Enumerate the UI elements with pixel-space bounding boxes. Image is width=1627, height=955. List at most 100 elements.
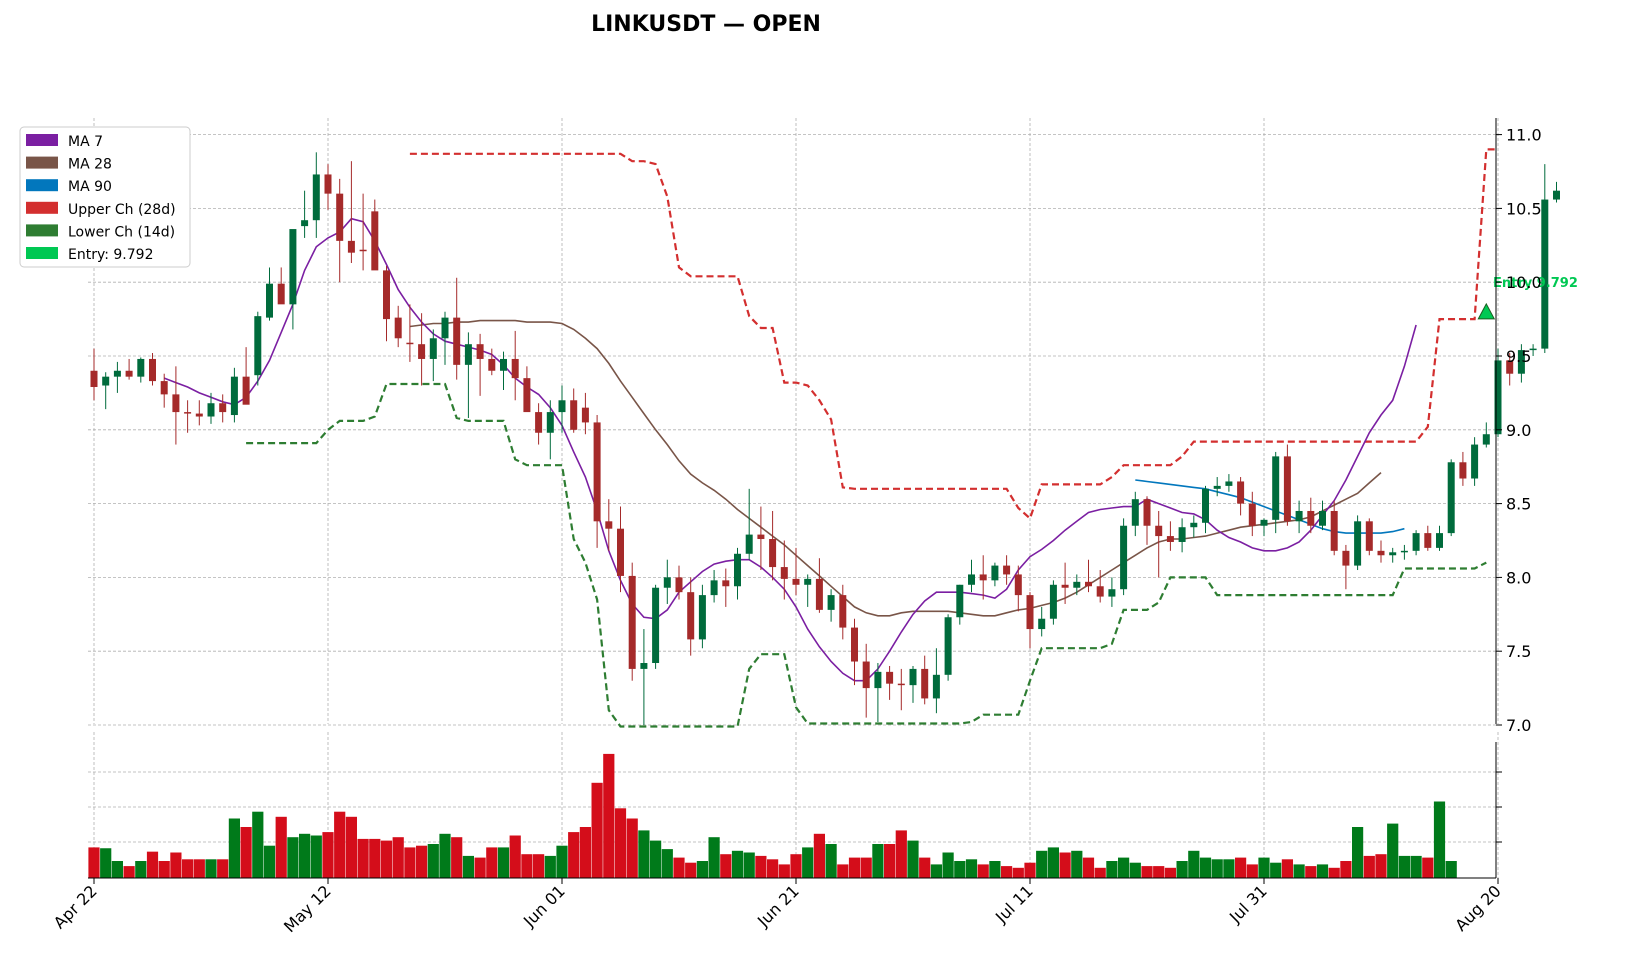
candle-body <box>418 344 426 359</box>
candle <box>792 547 800 596</box>
x-tick-label: Jun 21 <box>753 881 803 931</box>
candle <box>464 332 472 418</box>
candle <box>394 305 402 348</box>
candle-body <box>476 344 484 359</box>
candle-body <box>394 317 402 339</box>
candle <box>1061 562 1069 604</box>
volume-bar <box>146 851 159 878</box>
candle <box>184 400 192 433</box>
candle-body <box>991 565 999 581</box>
candle-body <box>441 317 449 339</box>
candle <box>1108 577 1116 607</box>
candle <box>476 333 484 396</box>
volume-bar <box>1445 861 1457 878</box>
volume-bar <box>135 861 147 878</box>
candle <box>675 565 683 600</box>
candle <box>90 348 98 401</box>
volume-bar <box>1199 857 1212 878</box>
candle-body <box>160 381 168 395</box>
candle <box>1225 474 1233 492</box>
volume-bar <box>731 850 744 878</box>
volume-bar <box>1024 862 1036 878</box>
volume-bar <box>1316 864 1329 878</box>
candle-body <box>1400 550 1408 553</box>
x-axis: Apr 22 May 12 Jun 01 Jun 21 Jul 11 Jul 31 Aug … <box>50 877 1505 936</box>
y-tick-label: 8.5 <box>1506 495 1531 514</box>
volume-bar <box>813 833 825 878</box>
candle <box>628 562 636 681</box>
candle-body <box>488 358 496 371</box>
candle-body <box>956 584 964 618</box>
candle <box>1038 606 1046 637</box>
volume-bar <box>1211 859 1223 878</box>
volume-bar <box>743 852 755 878</box>
candle-body <box>113 370 121 377</box>
candle <box>851 618 858 686</box>
candle <box>617 506 624 593</box>
volume-bar <box>1223 859 1235 878</box>
candle-body <box>757 534 765 540</box>
candle-body <box>1003 565 1011 575</box>
candle-body <box>1319 510 1326 526</box>
volume-bar <box>1422 857 1434 878</box>
volume-bar <box>942 852 954 878</box>
volume-bar <box>568 832 580 878</box>
legend-item: MA 28 <box>26 156 112 173</box>
candle <box>1389 547 1397 563</box>
candle <box>347 161 355 264</box>
candle-body <box>780 567 788 579</box>
candle <box>1307 497 1315 534</box>
volume-bar <box>544 855 556 878</box>
candle <box>652 584 660 669</box>
volume-bar <box>1258 857 1270 878</box>
volume-bar <box>790 854 802 878</box>
channel-lines <box>246 148 1498 728</box>
candle-body <box>1553 190 1560 200</box>
volume-bar <box>111 861 123 878</box>
volume-bar <box>930 864 942 878</box>
volume-bar <box>1141 866 1153 878</box>
candle-body <box>453 317 461 365</box>
volume-bar <box>1059 852 1071 878</box>
candle-body <box>1155 525 1163 537</box>
candle <box>1272 451 1280 534</box>
volume-bar <box>1398 855 1410 878</box>
candle <box>862 643 870 718</box>
volume-bar <box>872 844 884 878</box>
candle-body <box>1131 499 1139 526</box>
volume-bar <box>825 844 837 878</box>
candle <box>1400 544 1408 560</box>
candle <box>921 655 929 705</box>
legend-swatch <box>26 134 58 146</box>
candle <box>113 361 121 393</box>
candle-body <box>1354 521 1362 566</box>
volume-bar <box>708 837 720 878</box>
volume-bar <box>287 837 299 878</box>
volume-bar <box>1164 867 1176 878</box>
candle <box>581 392 589 435</box>
volume-bar <box>1047 847 1059 878</box>
candle-body <box>1143 499 1151 526</box>
candle-body <box>886 671 894 684</box>
volume-bar <box>521 854 533 878</box>
candle <box>172 366 180 445</box>
volume-bar <box>182 859 194 878</box>
volume-bar <box>205 859 217 878</box>
legend-label: MA 90 <box>68 179 112 195</box>
candle <box>1330 500 1338 556</box>
candle-body <box>1377 550 1385 556</box>
candle-body <box>1436 533 1443 548</box>
candle-body <box>90 370 98 387</box>
candle-body <box>535 412 543 433</box>
volume-bar <box>1270 862 1282 878</box>
legend-item: Entry: 9.792 <box>26 247 153 263</box>
candle <box>780 540 788 600</box>
volume-bar <box>1106 861 1118 878</box>
volume-bar <box>848 857 861 878</box>
volume-bar <box>954 861 966 878</box>
y-tick-label: 10.5 <box>1506 199 1542 218</box>
candle-body <box>1213 485 1221 489</box>
volume-bar <box>603 753 615 878</box>
candle <box>710 570 718 603</box>
volume-bar <box>451 837 463 878</box>
